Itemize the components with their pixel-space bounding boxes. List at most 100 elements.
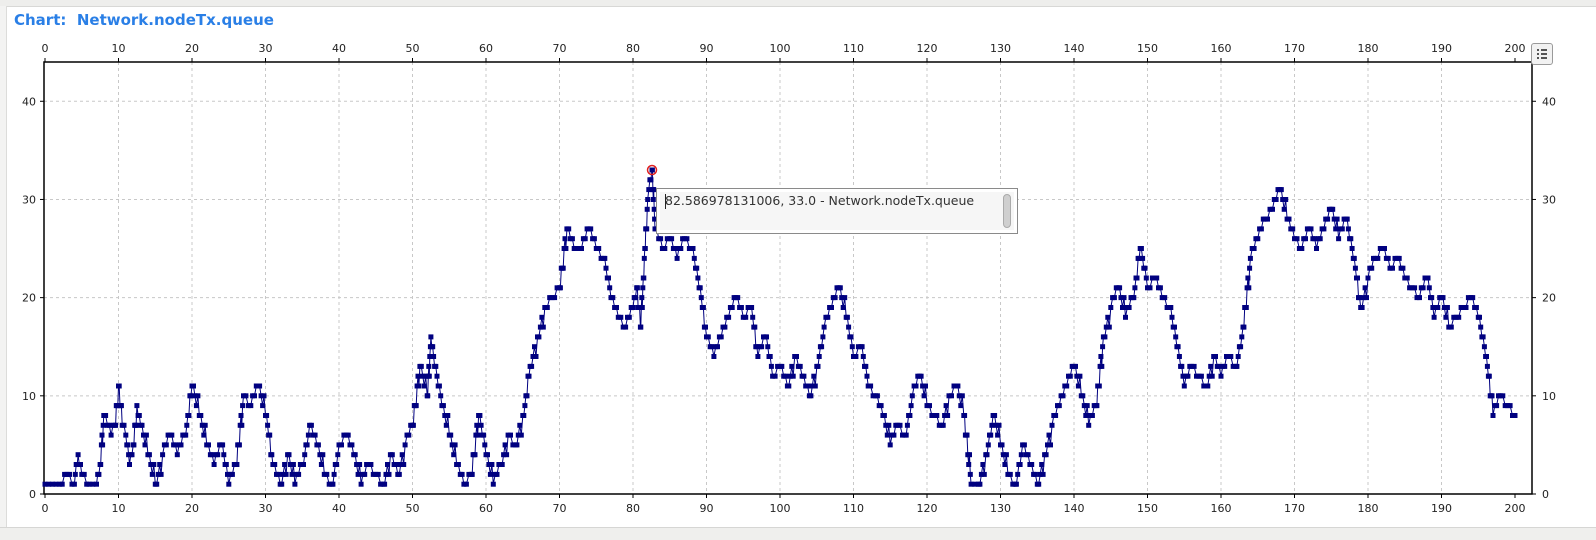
data-point bbox=[797, 363, 803, 369]
data-point bbox=[1362, 285, 1368, 291]
data-point bbox=[579, 246, 584, 251]
data-point bbox=[1235, 354, 1241, 359]
legend-toggle-button[interactable] bbox=[1531, 43, 1553, 65]
x-tick-label-top: 180 bbox=[1358, 42, 1379, 55]
data-point bbox=[1060, 393, 1066, 399]
data-point bbox=[279, 481, 285, 487]
plot-area[interactable] bbox=[43, 61, 1533, 495]
data-point bbox=[304, 442, 310, 448]
data-point bbox=[695, 275, 701, 281]
data-point bbox=[743, 314, 749, 320]
data-point bbox=[881, 413, 887, 418]
tooltip-text[interactable]: 82.586978131006, 33.0 - Network.nodeTx.q… bbox=[665, 193, 975, 208]
data-point bbox=[1283, 197, 1289, 202]
data-point bbox=[100, 422, 106, 428]
data-point bbox=[729, 305, 735, 310]
x-tick-label-bottom: 70 bbox=[553, 502, 567, 515]
data-point bbox=[575, 246, 581, 251]
data-point bbox=[923, 383, 928, 389]
data-point bbox=[474, 422, 480, 428]
data-point bbox=[700, 305, 706, 310]
data-point bbox=[1175, 344, 1181, 350]
data-point bbox=[1246, 285, 1252, 291]
data-point bbox=[1265, 216, 1270, 222]
data-point bbox=[1507, 403, 1513, 409]
data-point bbox=[992, 413, 998, 418]
data-point bbox=[1456, 314, 1462, 320]
data-point bbox=[632, 295, 638, 301]
data-point bbox=[945, 413, 951, 418]
data-point bbox=[486, 462, 492, 467]
data-point bbox=[903, 432, 909, 438]
data-point bbox=[722, 324, 728, 330]
data-point bbox=[508, 432, 513, 438]
data-point bbox=[1270, 206, 1275, 212]
data-point bbox=[490, 481, 496, 487]
data-point bbox=[375, 471, 381, 477]
data-point bbox=[184, 422, 190, 428]
data-point bbox=[385, 462, 390, 467]
data-point bbox=[767, 354, 773, 359]
data-point bbox=[1172, 324, 1177, 330]
x-tick-label-bottom: 30 bbox=[259, 502, 273, 515]
data-point bbox=[808, 393, 814, 399]
data-point bbox=[959, 393, 965, 399]
data-point bbox=[149, 471, 155, 477]
data-point bbox=[1105, 314, 1111, 320]
x-tick-label-top: 0 bbox=[42, 42, 49, 55]
data-point bbox=[819, 344, 825, 350]
data-point bbox=[292, 481, 298, 487]
data-point bbox=[317, 452, 323, 458]
data-point bbox=[886, 422, 892, 428]
data-point bbox=[842, 295, 848, 301]
data-point bbox=[1126, 305, 1132, 310]
data-point bbox=[891, 432, 897, 438]
data-point bbox=[536, 334, 542, 340]
x-tick-label-bottom: 190 bbox=[1431, 502, 1452, 515]
data-point bbox=[1205, 383, 1211, 389]
data-point bbox=[1490, 413, 1496, 418]
data-point bbox=[1334, 216, 1340, 222]
data-point bbox=[1435, 305, 1441, 310]
data-point bbox=[943, 403, 949, 409]
data-point bbox=[1108, 305, 1114, 310]
data-point bbox=[234, 462, 240, 467]
data-point bbox=[53, 481, 59, 487]
data-point bbox=[980, 462, 986, 467]
data-point bbox=[393, 462, 399, 467]
data-point bbox=[1290, 226, 1296, 232]
data-point bbox=[1294, 236, 1300, 242]
data-point bbox=[354, 462, 360, 467]
data-point bbox=[949, 393, 954, 399]
data-point bbox=[99, 432, 105, 438]
data-point bbox=[1247, 265, 1253, 271]
data-point bbox=[529, 363, 535, 369]
data-point bbox=[1357, 295, 1363, 301]
data-tooltip[interactable]: 82.586978131006, 33.0 - Network.nodeTx.q… bbox=[656, 188, 1018, 234]
data-point bbox=[815, 363, 821, 369]
data-point bbox=[331, 471, 337, 477]
data-point bbox=[116, 383, 122, 389]
data-point bbox=[588, 226, 594, 232]
data-point bbox=[501, 452, 507, 458]
x-tick-label-top: 20 bbox=[185, 42, 199, 55]
data-point bbox=[626, 314, 632, 320]
highlighted-data-point[interactable] bbox=[646, 164, 658, 176]
data-point bbox=[1032, 471, 1038, 477]
tooltip-scrollbar[interactable] bbox=[1003, 194, 1011, 228]
data-point bbox=[1255, 236, 1261, 242]
data-point bbox=[1179, 363, 1185, 369]
data-point bbox=[209, 452, 215, 458]
data-point bbox=[272, 462, 278, 467]
data-point bbox=[72, 471, 78, 477]
data-point bbox=[662, 246, 668, 251]
data-point bbox=[239, 422, 245, 428]
data-point bbox=[1056, 403, 1062, 409]
data-point bbox=[755, 354, 761, 359]
x-tick-label-bottom: 50 bbox=[406, 502, 420, 515]
data-point bbox=[362, 471, 368, 477]
data-point bbox=[786, 383, 792, 389]
data-point bbox=[1351, 255, 1357, 261]
data-point bbox=[658, 236, 664, 242]
